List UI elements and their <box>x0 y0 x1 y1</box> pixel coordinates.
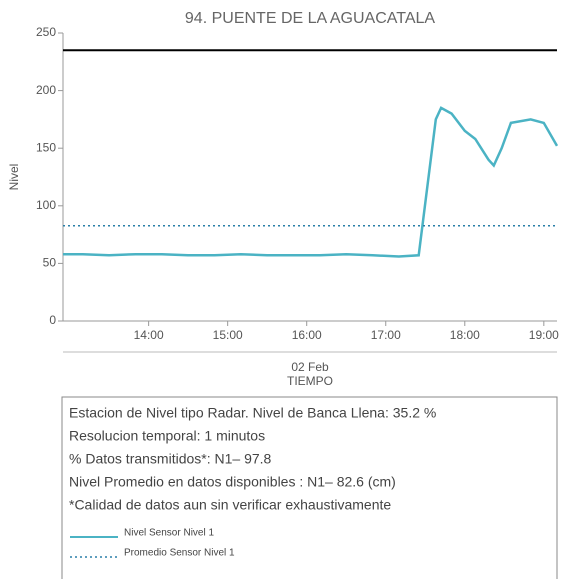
y-tick-label: 150 <box>36 140 56 154</box>
series-line <box>63 106 559 258</box>
legend-label: Promedio Sensor Nivel 1 <box>124 548 235 559</box>
y-tick-label: 250 <box>36 25 56 39</box>
info-line: Resolucion temporal: 1 minutos <box>69 428 265 444</box>
x-tick-label: 17:00 <box>371 328 401 342</box>
legend-label: Nivel Sensor Nivel 1 <box>124 528 214 539</box>
info-box <box>61 396 558 579</box>
x-tick-label: 19:00 <box>529 328 559 342</box>
y-tick-label: 200 <box>36 83 56 97</box>
info-line: % Datos transmitidos*: N1– 97.8 <box>69 451 272 467</box>
chart-title: 94. PUENTE DE LA AGUACATALA <box>185 10 435 27</box>
y-tick-label: 100 <box>36 198 56 212</box>
info-line: Estacion de Nivel tipo Radar. Nivel de B… <box>69 405 436 421</box>
x-axis-label: TIEMPO <box>287 374 333 388</box>
x-tick-label: 16:00 <box>292 328 322 342</box>
x-tick-label: 15:00 <box>213 328 243 342</box>
info-line: Nivel Promedio en datos disponibles : N1… <box>69 474 396 490</box>
info-line: *Calidad de datos aun sin verificar exha… <box>69 497 391 513</box>
x-date-label: 02 Feb <box>291 360 329 374</box>
y-tick-label: 50 <box>43 256 57 270</box>
x-tick-label: 18:00 <box>450 328 480 342</box>
y-tick-label: 0 <box>49 313 56 327</box>
y-axis-label: Nivel <box>7 164 21 191</box>
x-tick-label: 14:00 <box>134 328 164 342</box>
